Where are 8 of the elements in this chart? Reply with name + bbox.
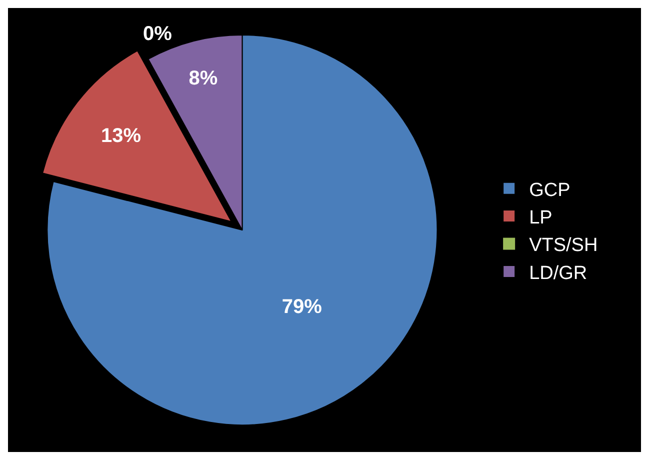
legend-label: VTS/SH (529, 235, 598, 256)
data-label: 79% (282, 296, 322, 318)
text: 0% (143, 23, 172, 45)
data-label: 13% (101, 125, 142, 148)
data-label: 8% (188, 68, 218, 90)
legend-label: GCP (529, 180, 570, 201)
legend-label: LP (529, 207, 552, 228)
legend-label: LD/GR (529, 262, 588, 284)
